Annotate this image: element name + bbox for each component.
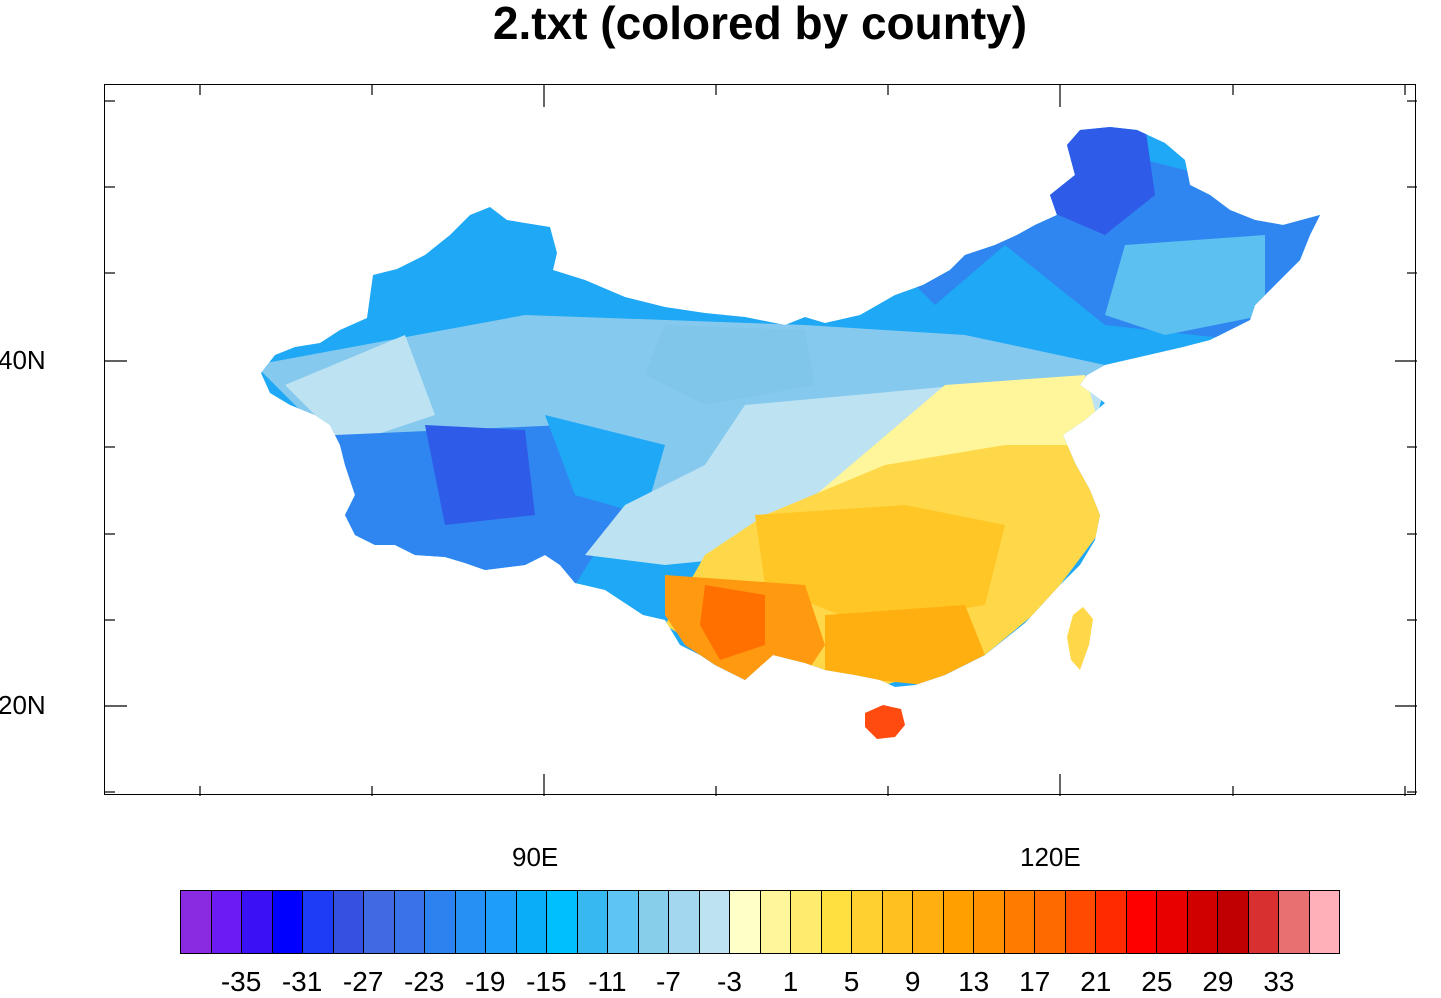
colorbar-box (791, 891, 822, 953)
colorbar-label: 33 (1263, 966, 1295, 997)
colorbar-label: 17 (1019, 966, 1051, 997)
colorbar-box (181, 891, 212, 953)
colorbar-box (1218, 891, 1249, 953)
colorbar-box (486, 891, 517, 953)
colorbar-box (455, 891, 486, 953)
colorbar-label: -3 (717, 966, 742, 997)
colorbar-label: 5 (843, 966, 860, 997)
right-ticks (1395, 100, 1417, 793)
colorbar-box (1248, 891, 1279, 953)
colorbar-label: -7 (655, 966, 681, 997)
colorbar-label: -31 (281, 966, 323, 997)
colorbar-box (364, 891, 395, 953)
colorbar-label: -27 (342, 966, 384, 997)
colorbar-box (1126, 891, 1157, 953)
colorbar (180, 890, 1340, 954)
colorbar-box (577, 891, 608, 953)
colorbar-box (516, 891, 547, 953)
colorbar-box (1157, 891, 1188, 953)
colorbar-box (1065, 891, 1096, 953)
lon-label-90e: 90E (512, 842, 559, 872)
colorbar-box (852, 891, 883, 953)
colorbar-box (821, 891, 852, 953)
map-frame (104, 84, 1417, 796)
lon-label-120e: 120E (1020, 842, 1081, 872)
colorbar-box (272, 891, 303, 953)
bottom-ticks (199, 774, 1406, 796)
colorbar-box (1035, 891, 1066, 953)
colorbar-box (1279, 891, 1310, 953)
colorbar-box (608, 891, 639, 953)
colorbar-box (1309, 891, 1339, 953)
lat-label-40n: 40N (0, 345, 46, 375)
colorbar-box (974, 891, 1005, 953)
colorbar-box (760, 891, 791, 953)
colorbar-label: 29 (1202, 966, 1234, 997)
chart-title: 2.txt (colored by county) (492, 0, 1028, 49)
colorbar-box (730, 891, 761, 953)
colorbar-label: -11 (588, 966, 627, 997)
colorbar-label: -23 (403, 966, 445, 997)
china-map (105, 85, 1417, 796)
colorbar-label: -15 (526, 966, 567, 997)
colorbar-label: 21 (1080, 966, 1112, 997)
colorbar-box (394, 891, 425, 953)
colorbar-box (699, 891, 730, 953)
colorbar-box (211, 891, 242, 953)
colorbar-box (242, 891, 273, 953)
colorbar-box (913, 891, 944, 953)
colorbar-label: 13 (958, 966, 990, 997)
colorbar-label: -35 (220, 966, 262, 997)
colorbar-box (547, 891, 578, 953)
colorbar-label: 9 (904, 966, 921, 997)
colorbar-box (1004, 891, 1035, 953)
colorbar-box (882, 891, 913, 953)
colorbar-label: 25 (1141, 966, 1173, 997)
taiwan (1067, 607, 1093, 670)
colorbar-label: -19 (465, 966, 506, 997)
colorbar-box (303, 891, 334, 953)
colorbar-box (1187, 891, 1218, 953)
colorbar-box (638, 891, 669, 953)
colorbar-box (1096, 891, 1127, 953)
colorbar-box (669, 891, 700, 953)
left-ticks (105, 100, 127, 793)
colorbar-box (943, 891, 974, 953)
temperature-fill (261, 127, 1320, 687)
lat-label-20n: 20N (0, 690, 46, 720)
hainan (865, 705, 905, 739)
top-ticks (199, 85, 1406, 107)
colorbar-label: 1 (782, 966, 799, 997)
colorbar-box (425, 891, 456, 953)
colorbar-box (333, 891, 364, 953)
